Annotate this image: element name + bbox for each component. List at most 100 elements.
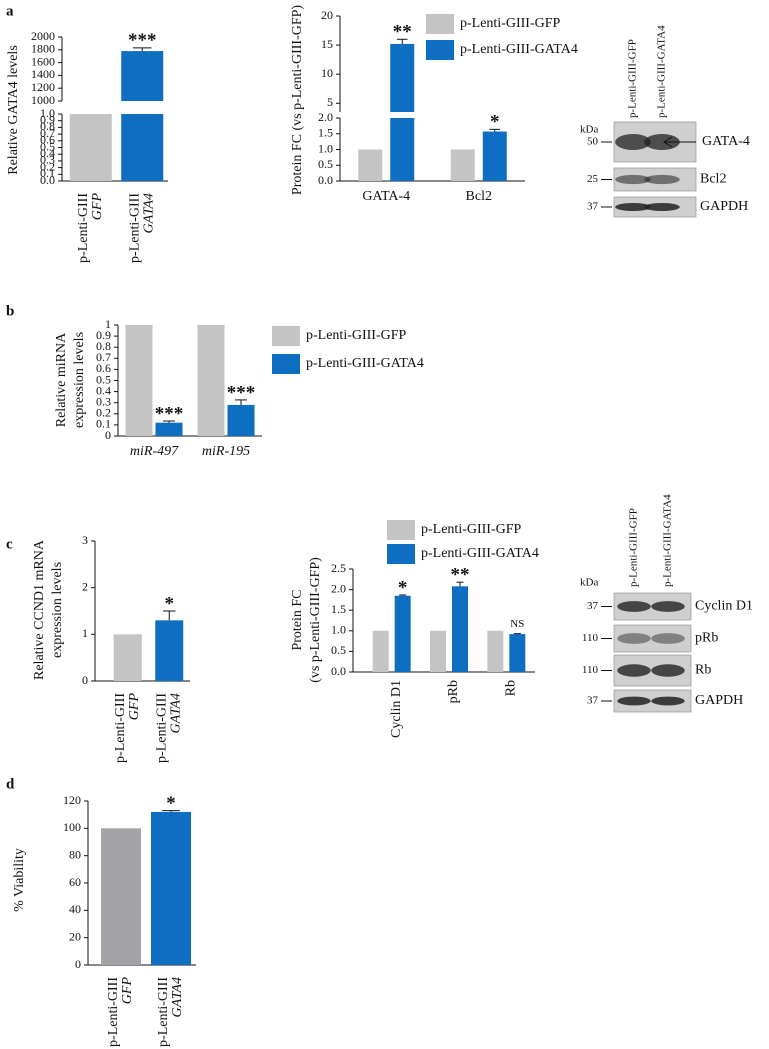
blot-band	[617, 696, 651, 706]
y-tick-label: 0.0	[318, 173, 333, 187]
y-axis-label: (vs p-Lenti-GIII-GFP)	[308, 557, 323, 683]
x-tick-label: miR-195	[202, 444, 250, 459]
y-tick-label: 120	[63, 793, 81, 807]
y-tick-label: 0.6	[96, 361, 111, 375]
blot-band	[615, 174, 651, 185]
legend-label: p-Lenti-GIII-GATA4	[460, 42, 578, 57]
bar	[113, 634, 142, 681]
bar	[390, 118, 415, 181]
legend-label: p-Lenti-GIII-GATA4	[421, 546, 539, 561]
blot-band	[651, 633, 685, 644]
significance: ***	[155, 403, 184, 424]
x-tick-label: GFP	[90, 193, 105, 221]
y-tick-label: 0.8	[40, 119, 55, 133]
x-tick-label: GATA4	[170, 977, 185, 1017]
y-axis-label: Protein FC	[290, 589, 305, 650]
blot-band	[651, 664, 685, 677]
y-tick-label: 60	[69, 875, 81, 889]
x-tick-label: p-Lenti-GIII	[106, 977, 121, 1047]
y-tick-label: 2.0	[318, 110, 333, 124]
lane-label: p-Lenti-GIII-GFP	[628, 508, 640, 587]
significance: *	[166, 793, 176, 814]
bar	[155, 422, 183, 436]
x-tick-label: GFP	[120, 977, 135, 1005]
legend-swatch	[426, 40, 454, 60]
blot-band	[615, 203, 651, 211]
bar	[450, 149, 475, 181]
bar	[482, 131, 507, 181]
blot-band	[651, 696, 685, 706]
bar	[121, 114, 164, 181]
lane-label: p-Lenti-GIII-GATA4	[656, 25, 668, 118]
bar	[69, 114, 112, 181]
x-tick-label: miR-497	[130, 444, 179, 459]
blot-band	[651, 601, 685, 612]
y-axis-label: % Viability	[12, 848, 27, 912]
bar	[227, 404, 255, 436]
y-tick-label: 0.8	[96, 339, 111, 353]
bar	[125, 325, 153, 436]
marker-size: 37	[587, 600, 599, 612]
x-tick-label: p-Lenti-GIII	[113, 693, 128, 763]
y-tick-label: 15	[321, 37, 333, 51]
x-tick-label: Bcl2	[466, 189, 492, 204]
y-tick-label: 1200	[31, 80, 55, 94]
marker-size: 37	[587, 201, 599, 213]
panel-letter: b	[6, 303, 14, 319]
significance: *	[398, 577, 408, 598]
y-axis-label: expression levels	[50, 562, 65, 658]
bar	[452, 586, 468, 672]
y-tick-label: 1400	[31, 67, 55, 81]
y-tick-label: 0.5	[40, 139, 55, 153]
y-tick-label: 0.9	[96, 328, 111, 342]
y-tick-label: 0.1	[40, 166, 55, 180]
marker-size: 50	[587, 136, 599, 148]
y-tick-label: 0.4	[96, 383, 111, 397]
y-tick-label: 3	[82, 533, 88, 547]
y-tick-label: 2000	[31, 29, 55, 43]
panel-letter: c	[6, 536, 13, 552]
legend-swatch	[272, 354, 300, 374]
marker-unit: kDa	[580, 124, 598, 136]
legend-swatch	[387, 544, 415, 564]
x-tick-label: Rb	[504, 680, 519, 696]
y-tick-label: 0.3	[96, 394, 111, 408]
y-axis-label: expression levels	[72, 332, 87, 428]
y-tick-label: 1.0	[318, 141, 333, 155]
y-axis-label: Protein FC (vs p-Lenti-GIII-GFP)	[290, 5, 305, 195]
x-tick-label: p-Lenti-GIII	[154, 693, 169, 763]
significance: **	[451, 565, 470, 586]
y-tick-label: 0.5	[331, 643, 346, 657]
x-tick-label: Cyclin D1	[389, 680, 404, 738]
x-tick-label: p-Lenti-GIII	[76, 193, 91, 263]
bar	[509, 634, 526, 672]
bar	[197, 325, 225, 436]
y-tick-label: 0.3	[40, 153, 55, 167]
x-tick-label: GATA-4	[362, 189, 410, 204]
bar	[487, 630, 504, 672]
y-tick-label: 1.5	[318, 126, 333, 140]
x-tick-label: GATA4	[141, 193, 156, 233]
y-axis-label: Relative CCND1 mRNA	[32, 539, 47, 680]
y-tick-label: 1.0	[40, 106, 55, 120]
panel-letter: d	[6, 776, 15, 792]
y-tick-label: 0.2	[96, 406, 111, 420]
bar	[372, 630, 389, 672]
y-tick-label: 0	[105, 428, 111, 442]
band-label: Rb	[695, 663, 711, 678]
y-tick-label: 1800	[31, 42, 55, 56]
panel-letter: a	[6, 3, 14, 19]
y-tick-label: 1	[82, 626, 88, 640]
x-tick-label: p-Lenti-GIII	[156, 977, 171, 1047]
bar	[101, 828, 141, 965]
y-tick-label: 1.0	[331, 623, 346, 637]
legend-swatch	[272, 326, 300, 346]
y-tick-label: 0.7	[96, 350, 111, 364]
y-tick-label: 2.5	[331, 561, 346, 575]
bar	[151, 811, 191, 965]
marker-size: 110	[582, 632, 599, 644]
y-tick-label: 5	[327, 95, 333, 109]
y-tick-label: 1600	[31, 54, 55, 68]
y-tick-label: 0.5	[96, 372, 111, 386]
bar	[390, 43, 415, 112]
